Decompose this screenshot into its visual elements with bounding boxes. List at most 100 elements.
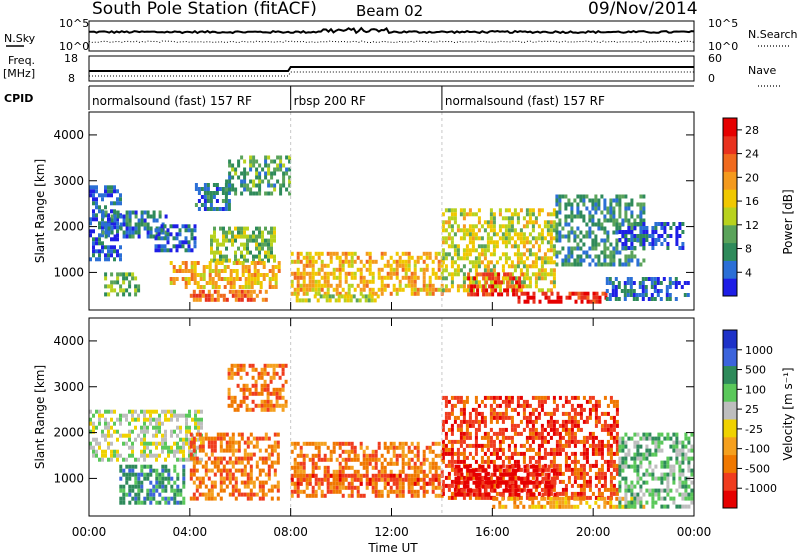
heatmap-cell [591,238,595,243]
heatmap-cell [236,371,240,376]
heatmap-cell [561,419,565,424]
heatmap-cell [606,500,610,505]
heatmap-cell [332,251,336,256]
heatmap-cell [285,167,289,172]
heatmap-cell [228,187,232,192]
heatmap-cell [89,257,92,262]
heatmap-cell [522,224,526,229]
heatmap-cell [681,444,685,449]
heatmap-cell [546,411,550,416]
heatmap-cell [92,245,95,250]
heatmap-cell [267,472,271,477]
heatmap-cell [483,395,487,400]
heatmap-cell [206,195,210,199]
heatmap-cell [210,246,213,251]
heatmap-cell [219,242,222,247]
heatmap-cell [128,272,132,277]
heatmap-cell [497,272,501,277]
heatmap-cell [588,198,592,203]
heatmap-cell [466,480,470,485]
heatmap-cell [621,222,625,226]
heatmap-cell [173,441,176,446]
heatmap-cell [483,276,487,281]
heatmap-cell [249,289,253,294]
heatmap-cell [92,253,95,258]
heatmap-cell [463,480,467,485]
heatmap-cell [474,260,478,265]
heatmap-cell [311,485,315,490]
heatmap-cell [444,411,448,416]
heatmap-cell [630,226,634,231]
heatmap-cell [317,279,321,284]
heatmap-cell [489,236,493,241]
heatmap-cell [534,260,538,265]
heatmap-cell [260,371,264,376]
heatmap-cell [522,260,526,265]
heatmap-cell [182,480,186,485]
heatmap-cell [573,419,577,424]
heatmap-cell [558,423,562,428]
heatmap-cell [166,236,170,241]
heatmap-cell [465,232,469,237]
heatmap-cell [507,208,511,213]
heatmap-cell [624,480,628,485]
heatmap-cell [416,481,420,486]
heatmap-cell [564,504,568,509]
heatmap-cell [353,271,357,276]
heatmap-cell [146,496,150,501]
heatmap-cell [410,291,414,296]
heatmap-cell [374,259,378,264]
heatmap-cell [92,413,95,418]
heatmap-cell [609,214,613,219]
heatmap-cell [407,267,411,272]
heatmap-cell [182,468,186,473]
heatmap-cell [344,259,348,264]
heatmap-cell [273,234,276,239]
heatmap-cell [244,285,248,289]
heatmap-cell [305,255,309,260]
heatmap-cell [666,242,670,246]
heatmap-cell [468,232,472,237]
heatmap-cell [383,469,387,474]
heatmap-cell [293,461,297,466]
heatmap-cell [516,411,520,416]
heatmap-cell [383,465,387,470]
heatmap-cell [552,212,556,217]
heatmap-cell [326,485,330,490]
heatmap-cell [219,258,222,263]
heatmap-cell [146,230,150,235]
heatmap-cell [606,246,610,251]
heatmap-cell [362,473,366,478]
heatmap-cell [305,477,309,482]
heatmap-cell [222,238,225,243]
heatmap-cell [253,281,257,285]
heatmap-cell [615,439,619,444]
heatmap-cell [486,471,490,476]
heatmap-cell [513,443,517,448]
heatmap-cell [522,504,526,509]
heatmap-cell [134,476,138,481]
heatmap-cell [537,443,541,448]
heatmap-cell [110,209,113,214]
heatmap-cell [519,500,523,505]
heatmap-cell [104,276,108,281]
heatmap-cell [278,363,282,368]
heatmap-cell [573,443,577,448]
heatmap-cell [249,476,253,481]
heatmap-cell [359,291,363,296]
heatmap-cell [140,429,143,434]
heatmap-cell [513,463,517,468]
heatmap-cell [618,448,622,453]
heatmap-cell [489,212,493,217]
heatmap-cell [213,436,217,441]
heatmap-cell [547,488,551,493]
heatmap-cell [440,271,444,276]
heatmap-cell [344,255,348,260]
heatmap-cell [146,476,150,481]
heatmap-cell [207,436,211,441]
heatmap-cell [407,275,411,280]
heatmap-cell [128,218,132,223]
heatmap-cell [231,444,235,449]
heatmap-cell [184,277,188,281]
heatmap-cell [645,500,649,505]
